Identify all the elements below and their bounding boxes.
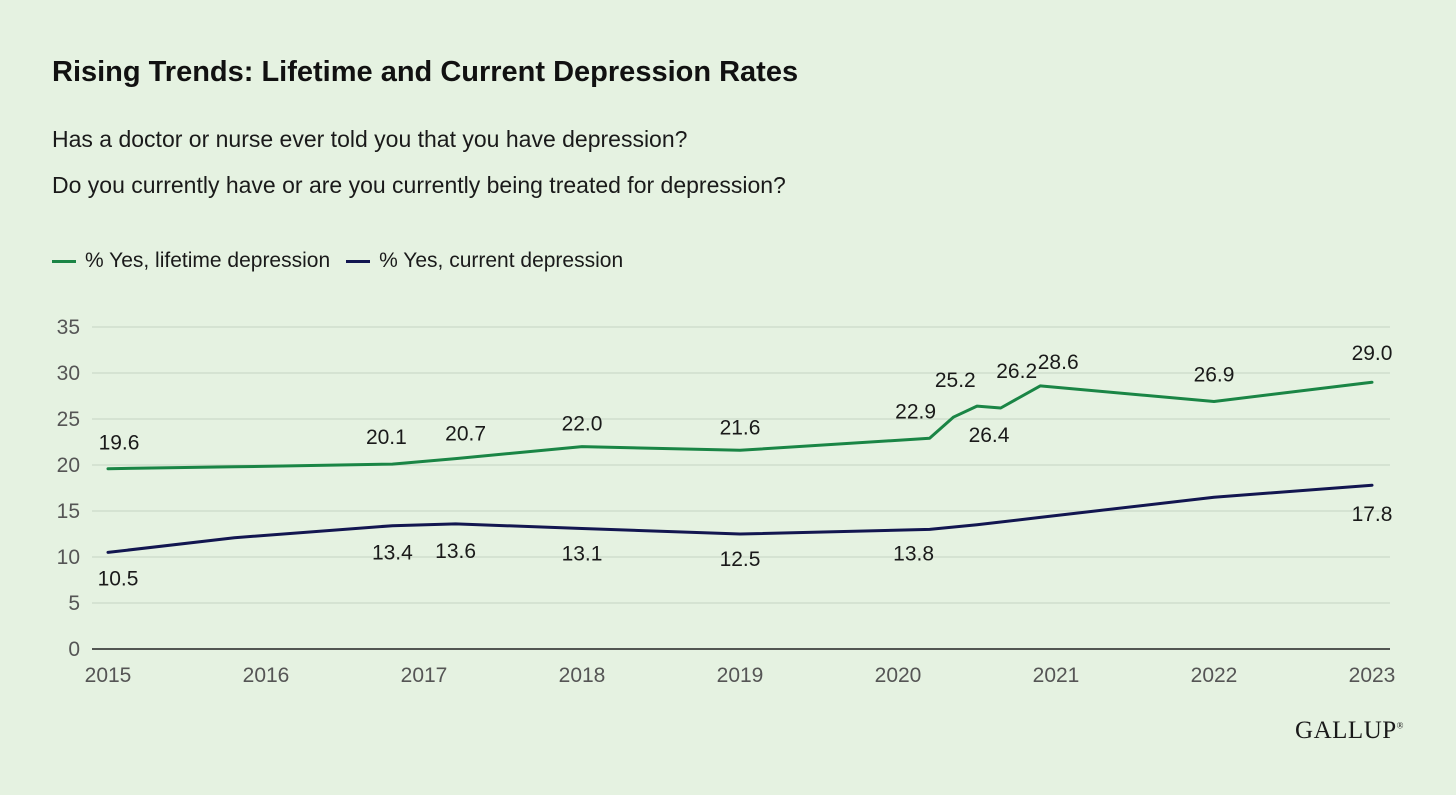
data-label-lifetime: 20.7 bbox=[445, 423, 486, 446]
data-labels: 19.6 20.1 20.7 22.0 21.6 22.9 25.2 26.4 26.2 28.6… bbox=[98, 342, 1393, 590]
x-tick-label-2022: 2022 bbox=[1191, 664, 1238, 687]
x-tick-label-2023: 2023 bbox=[1349, 664, 1396, 687]
data-label-current: 13.4 bbox=[372, 542, 413, 565]
data-label-lifetime: 19.6 bbox=[99, 432, 140, 455]
legend-label-current: % Yes, current depression bbox=[379, 249, 624, 272]
y-tick-label-30: 30 bbox=[57, 362, 80, 385]
data-label-lifetime: 28.6 bbox=[1038, 351, 1079, 374]
legend-item-lifetime: % Yes, lifetime depression bbox=[52, 249, 330, 273]
x-tick-label-2018: 2018 bbox=[559, 664, 606, 687]
legend-item-current: % Yes, current depression bbox=[346, 249, 623, 273]
x-tick-label-2019: 2019 bbox=[717, 664, 764, 687]
chart-legend: % Yes, lifetime depression % Yes, curren… bbox=[52, 248, 639, 274]
data-label-current: 13.1 bbox=[562, 542, 603, 565]
data-label-lifetime: 26.9 bbox=[1194, 364, 1235, 387]
x-tick-label-2020: 2020 bbox=[875, 664, 922, 687]
series-lines bbox=[106, 380, 1374, 554]
series-line-lifetime bbox=[106, 380, 1374, 471]
x-tick-label-2016: 2016 bbox=[243, 664, 290, 687]
data-label-lifetime: 26.2 bbox=[996, 360, 1037, 383]
x-tick-label-2017: 2017 bbox=[401, 664, 448, 687]
gridlines bbox=[92, 326, 1390, 650]
y-tick-label-20: 20 bbox=[57, 454, 80, 477]
registered-mark: ® bbox=[1396, 720, 1404, 731]
y-tick-label-25: 25 bbox=[57, 408, 80, 431]
y-tick-label-10: 10 bbox=[57, 546, 80, 569]
data-label-lifetime: 22.0 bbox=[562, 413, 603, 436]
y-axis-ticks: 0 5 10 15 20 25 30 35 bbox=[57, 316, 80, 661]
legend-swatch-lifetime bbox=[52, 259, 76, 263]
y-tick-label-15: 15 bbox=[57, 500, 80, 523]
chart-subtitle-current-question: Do you currently have or are you current… bbox=[52, 172, 786, 198]
gallup-logo: GALLUP® bbox=[1295, 717, 1404, 745]
data-label-lifetime: 22.9 bbox=[895, 400, 936, 423]
series-line-current bbox=[106, 483, 1374, 554]
data-label-lifetime: 20.1 bbox=[366, 426, 407, 449]
data-label-lifetime: 26.4 bbox=[969, 424, 1010, 447]
x-tick-label-2015: 2015 bbox=[85, 664, 132, 687]
chart-subtitle-lifetime-question: Has a doctor or nurse ever told you that… bbox=[52, 126, 688, 152]
data-label-lifetime: 25.2 bbox=[935, 369, 976, 392]
x-tick-label-2021: 2021 bbox=[1033, 664, 1080, 687]
chart-title: Rising Trends: Lifetime and Current Depr… bbox=[52, 56, 799, 88]
gallup-logo-text: GALLUP bbox=[1295, 717, 1397, 744]
y-tick-label-35: 35 bbox=[57, 316, 80, 339]
data-label-current: 12.5 bbox=[720, 548, 761, 571]
data-label-current: 10.5 bbox=[98, 567, 139, 590]
legend-swatch-current bbox=[346, 259, 371, 263]
data-label-lifetime: 29.0 bbox=[1352, 342, 1393, 365]
y-tick-label-0: 0 bbox=[68, 638, 80, 661]
data-label-lifetime: 21.6 bbox=[720, 416, 761, 439]
data-label-current: 13.6 bbox=[435, 540, 476, 563]
y-tick-label-5: 5 bbox=[68, 592, 80, 615]
data-label-current: 17.8 bbox=[1352, 503, 1393, 526]
legend-label-lifetime: % Yes, lifetime depression bbox=[85, 249, 331, 272]
data-label-current: 13.8 bbox=[893, 542, 934, 565]
x-axis-ticks: 2015 2016 2017 2018 2019 2020 2021 2022 2023 bbox=[85, 664, 1396, 687]
